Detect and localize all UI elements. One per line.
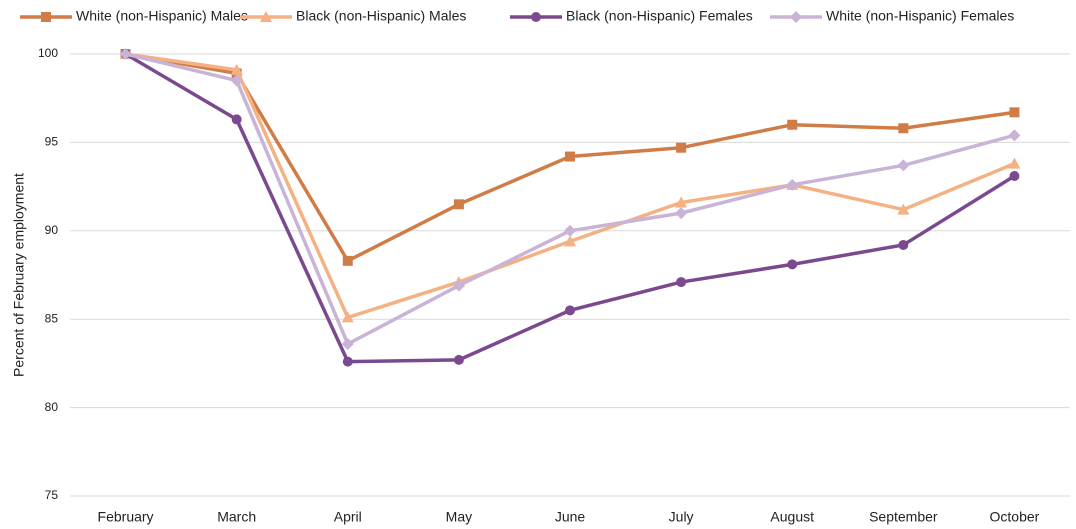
x-tick-label: July — [669, 509, 694, 525]
marker — [119, 48, 132, 60]
marker — [1008, 129, 1021, 142]
x-tick-label: February — [98, 509, 154, 525]
marker — [342, 356, 353, 367]
marker — [565, 305, 575, 316]
y-tick-label: 100 — [38, 46, 58, 60]
marker — [230, 63, 243, 75]
marker — [897, 203, 910, 215]
marker — [342, 255, 353, 266]
x-tick-label: August — [770, 509, 814, 525]
series-line — [124, 52, 1016, 364]
marker — [786, 178, 799, 191]
marker — [1008, 157, 1021, 169]
marker — [452, 279, 465, 292]
legend-label: White (non-Hispanic) Males — [76, 8, 248, 24]
x-tick-label: May — [446, 509, 472, 525]
y-axis-label: Percent of February employment — [11, 173, 27, 377]
series-line — [125, 52, 1016, 320]
marker — [790, 11, 802, 23]
marker — [898, 239, 909, 250]
legend-label: Black (non-Hispanic) Males — [296, 8, 466, 24]
marker — [230, 74, 243, 87]
marker — [898, 123, 909, 134]
marker — [787, 119, 798, 130]
marker — [565, 151, 575, 162]
marker — [676, 142, 687, 153]
marker — [787, 259, 798, 270]
marker — [676, 277, 687, 288]
marker — [897, 159, 910, 172]
marker — [41, 12, 51, 22]
marker — [675, 196, 688, 208]
marker — [453, 199, 464, 210]
x-tick-label: June — [555, 509, 586, 525]
marker — [453, 354, 464, 365]
marker — [531, 12, 541, 22]
legend-label: Black (non-Hispanic) Females — [566, 8, 753, 24]
y-tick-label: 85 — [45, 311, 59, 325]
marker — [564, 235, 576, 247]
y-tick-label: 75 — [45, 488, 59, 502]
marker — [341, 337, 354, 350]
x-tick-label: March — [217, 509, 256, 525]
marker — [231, 114, 242, 125]
marker — [675, 207, 688, 220]
marker — [341, 311, 354, 323]
y-tick-label: 95 — [45, 135, 59, 149]
marker — [260, 11, 272, 22]
marker — [1009, 107, 1020, 118]
series-line — [125, 52, 1015, 346]
y-tick-label: 80 — [45, 400, 59, 414]
x-tick-label: April — [334, 509, 362, 525]
marker — [1009, 170, 1020, 181]
marker — [564, 224, 576, 237]
legend-label: White (non-Hispanic) Females — [826, 8, 1014, 24]
x-tick-label: September — [869, 509, 938, 525]
y-tick-label: 90 — [45, 223, 59, 237]
x-tick-label: October — [990, 509, 1040, 525]
